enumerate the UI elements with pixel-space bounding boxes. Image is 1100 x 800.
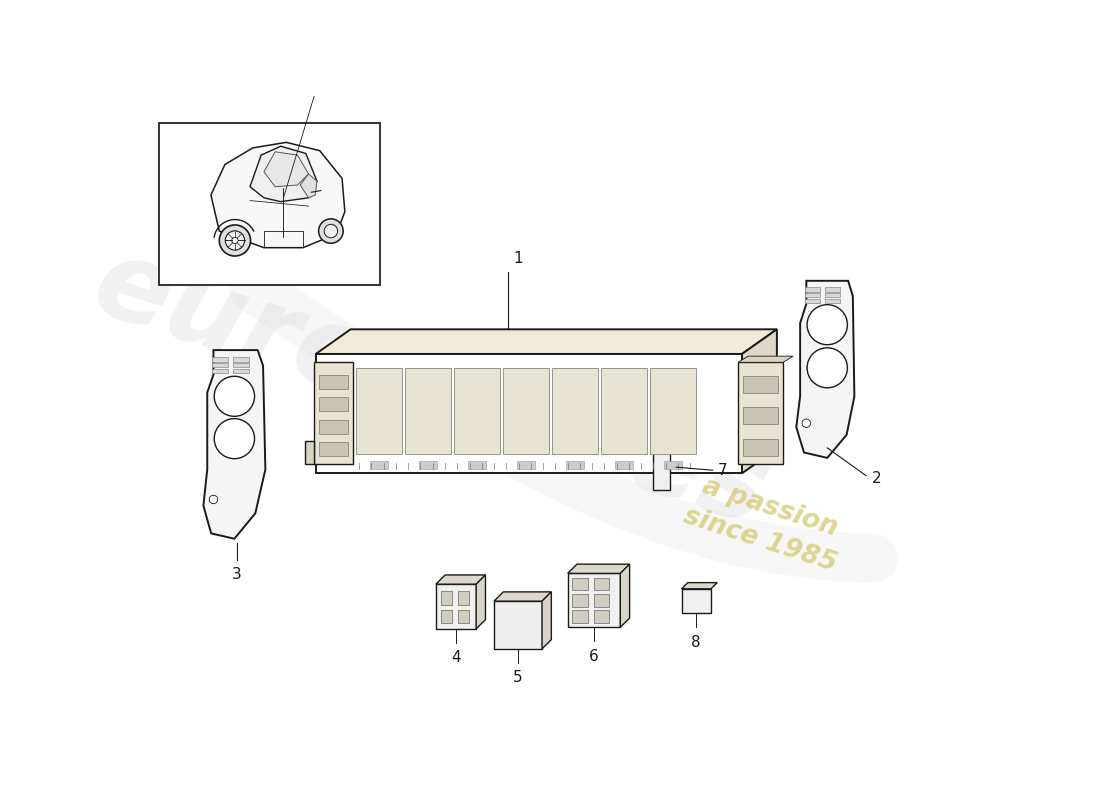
Circle shape: [226, 231, 244, 250]
Bar: [315, 362, 353, 464]
Bar: [458, 610, 470, 623]
Bar: [825, 287, 840, 291]
Polygon shape: [436, 575, 485, 584]
Polygon shape: [250, 146, 317, 202]
Bar: [594, 610, 609, 622]
Bar: [319, 420, 349, 434]
Bar: [825, 299, 840, 303]
Bar: [212, 369, 228, 373]
Bar: [356, 368, 402, 454]
Bar: [405, 368, 451, 454]
Bar: [602, 368, 647, 454]
Bar: [742, 439, 779, 456]
Bar: [419, 461, 438, 469]
Circle shape: [802, 419, 811, 427]
Polygon shape: [300, 174, 317, 198]
Bar: [572, 610, 587, 622]
Polygon shape: [316, 330, 777, 354]
Bar: [458, 591, 470, 605]
Bar: [319, 442, 349, 456]
Bar: [566, 461, 584, 469]
Bar: [494, 601, 542, 649]
Circle shape: [209, 495, 218, 504]
Polygon shape: [316, 354, 742, 474]
Circle shape: [214, 376, 254, 416]
Bar: [212, 358, 228, 362]
Bar: [650, 368, 696, 454]
Bar: [594, 594, 609, 606]
Bar: [436, 584, 476, 629]
Text: 8: 8: [692, 635, 701, 650]
Bar: [517, 461, 536, 469]
Polygon shape: [568, 564, 629, 574]
Bar: [738, 362, 783, 464]
Polygon shape: [476, 575, 485, 629]
Bar: [160, 123, 381, 285]
Circle shape: [807, 305, 847, 345]
Text: eurospares: eurospares: [81, 229, 782, 548]
Bar: [594, 578, 609, 590]
Bar: [572, 578, 587, 590]
Circle shape: [214, 418, 254, 458]
Bar: [305, 441, 315, 464]
Bar: [454, 368, 500, 454]
Bar: [233, 358, 249, 362]
Bar: [805, 299, 821, 303]
Text: 3: 3: [232, 567, 242, 582]
Polygon shape: [494, 592, 551, 601]
Polygon shape: [204, 350, 265, 538]
Bar: [552, 368, 598, 454]
Bar: [664, 461, 682, 469]
Bar: [440, 610, 452, 623]
Polygon shape: [738, 356, 793, 362]
Circle shape: [319, 219, 343, 243]
Polygon shape: [742, 330, 777, 474]
Bar: [742, 407, 779, 424]
Polygon shape: [542, 592, 551, 649]
Bar: [233, 369, 249, 373]
Text: a passion
since 1985: a passion since 1985: [680, 470, 850, 577]
Bar: [503, 368, 549, 454]
Bar: [319, 398, 349, 411]
Bar: [615, 461, 634, 469]
Circle shape: [324, 224, 338, 238]
Text: 7: 7: [718, 462, 727, 478]
Bar: [742, 376, 779, 393]
Text: 5: 5: [514, 670, 522, 686]
Bar: [568, 574, 620, 627]
Polygon shape: [682, 582, 717, 589]
Text: 1: 1: [514, 251, 524, 266]
Bar: [212, 363, 228, 367]
Polygon shape: [264, 152, 309, 186]
Bar: [233, 363, 249, 367]
Text: 4: 4: [451, 650, 461, 666]
Bar: [440, 591, 452, 605]
Polygon shape: [620, 564, 629, 627]
Bar: [825, 293, 840, 298]
Circle shape: [807, 348, 847, 388]
Bar: [468, 461, 486, 469]
Bar: [319, 374, 349, 389]
Bar: [572, 594, 587, 606]
Bar: [682, 589, 711, 614]
Bar: [370, 461, 388, 469]
Text: 6: 6: [590, 649, 598, 664]
Polygon shape: [653, 444, 676, 450]
Circle shape: [232, 238, 238, 243]
Bar: [653, 450, 670, 490]
Bar: [805, 287, 821, 291]
Circle shape: [219, 225, 251, 256]
Text: 2: 2: [871, 471, 881, 486]
Polygon shape: [211, 142, 345, 248]
Polygon shape: [796, 281, 855, 458]
Bar: [805, 293, 821, 298]
